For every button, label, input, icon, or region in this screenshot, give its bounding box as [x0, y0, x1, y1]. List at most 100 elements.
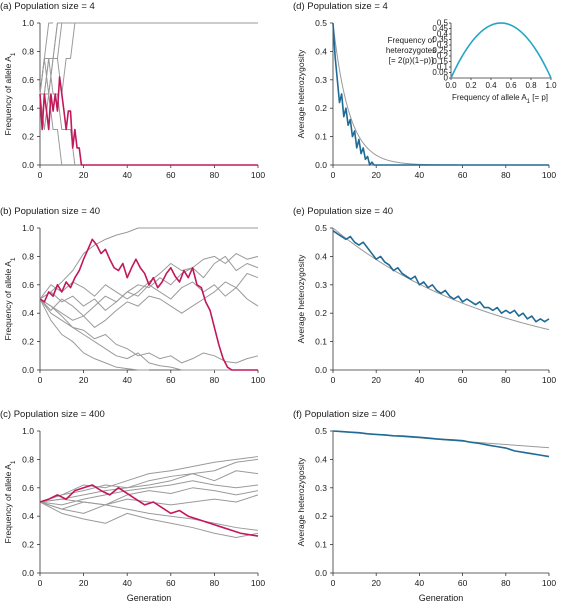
- y-tick-label: 0.0: [315, 365, 327, 375]
- x-tick-label: 60: [166, 170, 176, 180]
- inset-x-tick-label: 0.2: [465, 81, 477, 90]
- panel-title: (e) Population size = 40: [293, 206, 393, 217]
- x-tick-label: 80: [210, 578, 220, 588]
- y-tick-label: 0.4: [315, 454, 327, 464]
- panel-title: (c) Population size = 400: [0, 409, 105, 420]
- y-tick-label: 1.0: [22, 426, 34, 436]
- inset-y-tick-label: 0.05: [432, 68, 448, 77]
- x-tick-label: 20: [371, 375, 381, 385]
- y-tick-label: 0.6: [22, 75, 34, 85]
- x-tick-label: 20: [371, 578, 381, 588]
- y-tick-label: 0.1: [315, 132, 327, 142]
- x-tick-label: 40: [122, 578, 132, 588]
- x-tick-label: 40: [122, 375, 132, 385]
- observed-heterozygosity-line: [332, 22, 549, 166]
- y-tick-label: 0.0: [22, 568, 34, 578]
- inset-y-tick-label: 0: [444, 74, 449, 83]
- x-tick-label: 60: [458, 375, 468, 385]
- inset-chart: 00.050.10.150.20.250.30.350.40.450.50.0 0…: [372, 14, 560, 111]
- inset-y-tick-label: 0.4: [437, 30, 449, 39]
- inset-y-tick-label: 0.3: [437, 41, 449, 50]
- y-tick-label: 0.2: [315, 103, 327, 113]
- gray-series-line: [39, 93, 63, 166]
- y-tick-label: 0.2: [22, 132, 34, 142]
- gray-series-line: [39, 298, 259, 364]
- x-tick-label: 0: [38, 170, 43, 180]
- panel-title: (d) Population size = 4: [293, 1, 388, 12]
- x-tick-label: 80: [501, 578, 511, 588]
- inset-y-tick-label: 0.25: [432, 46, 448, 55]
- panel-a: (a) Population size = 4 0 20 40 60 80 100 0.0 0.…: [0, 1, 265, 180]
- y-tick-label: 0.0: [22, 365, 34, 375]
- y-axis-label: Frequency of allele A1: [3, 257, 17, 340]
- y-axis-label: Average heterozygosity: [296, 254, 306, 343]
- y-tick-label: 0.4: [315, 46, 327, 56]
- x-tick-label: 80: [210, 170, 220, 180]
- inset-x-tick-label: 0.0: [445, 81, 457, 90]
- gray-series-line: [40, 58, 76, 166]
- y-tick-label: 0.2: [315, 308, 327, 318]
- inset-y-tick-label: 0.15: [432, 57, 448, 66]
- inset-x-axis-label-tail: [= p]: [530, 93, 548, 102]
- observed-heterozygosity-line: [332, 230, 550, 323]
- inset-heterozygote-curve: [450, 22, 552, 79]
- y-tick-label: 0.3: [315, 75, 327, 85]
- inset-y-tick-label: 0.2: [437, 52, 449, 61]
- y-axis-label: Average heterozygosity: [296, 457, 306, 546]
- x-tick-label: 60: [458, 170, 468, 180]
- gray-series-line: [39, 458, 259, 503]
- y-axis-label: Average heterozygosity: [296, 49, 306, 138]
- gray-series-line: [39, 255, 259, 317]
- gray-series-line: [39, 470, 259, 503]
- x-tick-label: 20: [79, 375, 89, 385]
- panel-c: (c) Population size = 400 0 20 40 60 80 100 0.0…: [0, 409, 265, 603]
- y-tick-label: 0.0: [22, 160, 34, 170]
- inset-x-axis-label-subscript: 1: [527, 99, 531, 105]
- y-tick-label: 0.1: [315, 337, 327, 347]
- y-tick-label: 0.4: [22, 103, 34, 113]
- y-tick-label: 0.2: [315, 511, 327, 521]
- inset-y-tick-label: 0.1: [437, 63, 449, 72]
- x-axis-label: Generation: [127, 593, 172, 603]
- highlight-series-line: [39, 76, 258, 166]
- x-tick-label: 60: [458, 578, 468, 588]
- highlight-series-line: [39, 238, 258, 371]
- inset-title-line: heterozygotes: [386, 46, 436, 55]
- gray-series-line: [39, 298, 258, 371]
- inset-x-tick-label: 1.0: [545, 81, 557, 90]
- inset-y-tick-label: 0.35: [432, 35, 448, 44]
- expected-heterozygosity-curve: [332, 227, 550, 331]
- inset-x-tick-label: 0.4: [485, 81, 497, 90]
- x-tick-label: 20: [371, 170, 381, 180]
- panel-d: (d) Population size = 4 0 20 40 60 80 100 0.0 0.…: [293, 1, 560, 180]
- x-tick-label: 80: [210, 375, 220, 385]
- y-tick-label: 0.3: [315, 280, 327, 290]
- inset-x-tick-label: 0.6: [505, 81, 517, 90]
- panel-b: (b) Population size = 40 0 20 40 60 80 100 0.0 0…: [0, 206, 265, 385]
- y-tick-label: 0.2: [22, 337, 34, 347]
- gray-series-line: [39, 22, 258, 95]
- y-tick-label: 0.6: [22, 483, 34, 493]
- gray-series-line: [40, 22, 76, 95]
- y-tick-label: 0.1: [315, 540, 327, 550]
- x-tick-label: 0: [331, 578, 336, 588]
- y-tick-label: 0.0: [315, 568, 327, 578]
- panel-f: (f) Population size = 400 0 20 40 60 80 100 0.0…: [293, 409, 556, 603]
- x-tick-label: 100: [542, 578, 556, 588]
- x-tick-label: 0: [331, 375, 336, 385]
- x-tick-label: 80: [501, 170, 511, 180]
- y-axis-label-subscript: 1: [10, 52, 17, 56]
- inset-y-tick-label: 0.5: [437, 19, 449, 28]
- y-tick-label: 0.5: [315, 426, 327, 436]
- panel-title: (b) Population size = 40: [0, 206, 100, 217]
- x-tick-label: 60: [166, 578, 176, 588]
- gray-series-line: [39, 494, 259, 510]
- x-axis-label: Generation: [419, 593, 464, 603]
- y-tick-label: 1.0: [22, 223, 34, 233]
- gray-series-line: [39, 227, 258, 300]
- panel-e: (e) Population size = 40 0 20 40 60 80 100 0.0 0…: [293, 206, 556, 385]
- x-tick-label: 0: [38, 375, 43, 385]
- panel-title: (a) Population size = 4: [0, 1, 95, 12]
- y-tick-label: 0.8: [22, 454, 34, 464]
- x-tick-label: 20: [79, 578, 89, 588]
